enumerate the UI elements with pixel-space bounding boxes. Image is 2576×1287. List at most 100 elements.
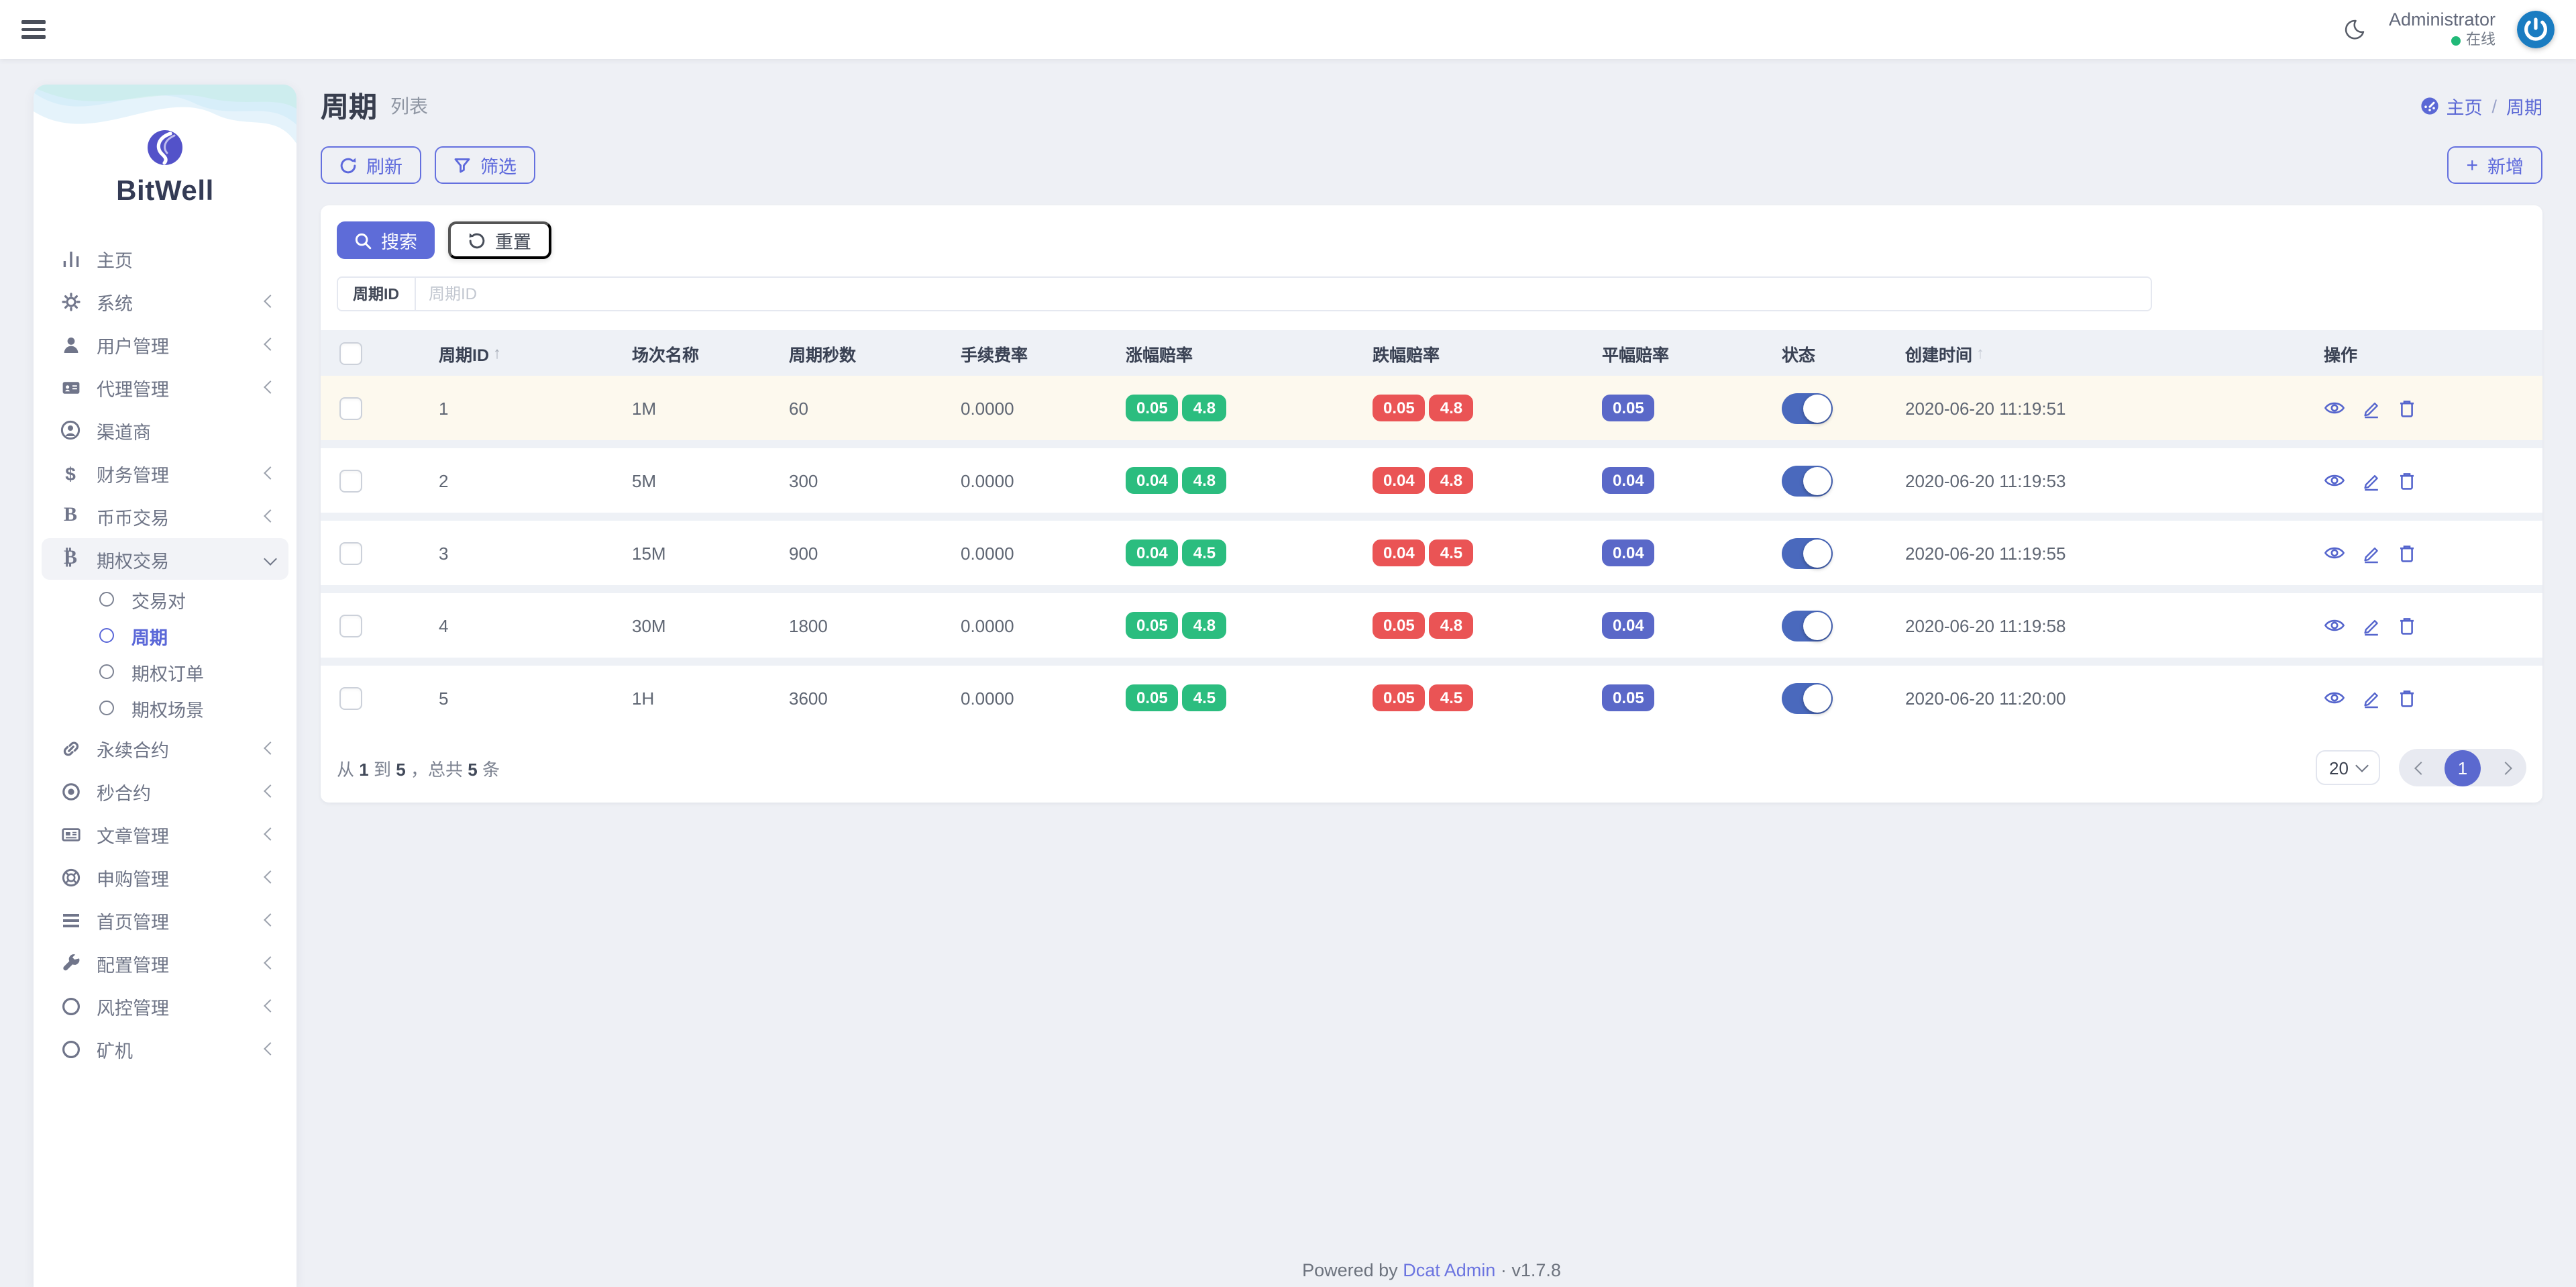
id-card-icon — [59, 378, 82, 397]
flat-odds-badge: 0.05 — [1602, 684, 1655, 711]
filter-label: 周期ID — [338, 278, 415, 310]
up-odds-badge: 4.5 — [1182, 539, 1227, 566]
row-checkbox[interactable] — [339, 469, 362, 492]
down-odds-badge: 4.8 — [1429, 395, 1474, 421]
cell-name: 15M — [632, 543, 666, 563]
row-checkbox[interactable] — [339, 686, 362, 709]
search-button[interactable]: 搜索 — [337, 221, 435, 259]
column-header-status: 状态 — [1782, 346, 1816, 364]
sidebar-item-finance[interactable]: $ 财务管理 — [42, 452, 288, 494]
up-odds-badge: 0.05 — [1126, 684, 1179, 711]
filter-button[interactable]: 筛选 — [435, 146, 535, 184]
down-odds-badge: 0.05 — [1373, 612, 1426, 639]
edit-icon[interactable] — [2361, 688, 2381, 708]
circle-icon — [99, 701, 114, 715]
delete-icon[interactable] — [2398, 543, 2416, 563]
cell-actions — [2324, 687, 2542, 709]
down-odds-badge: 0.05 — [1373, 684, 1426, 711]
view-icon[interactable] — [2324, 397, 2345, 419]
next-page-button[interactable] — [2496, 757, 2517, 778]
sidebar-subitem-period[interactable]: 周期 — [34, 617, 297, 654]
delete-icon[interactable] — [2398, 398, 2416, 418]
decorative-wave — [34, 85, 297, 144]
delete-icon[interactable] — [2398, 688, 2416, 708]
row-checkbox[interactable] — [339, 397, 362, 419]
sidebar-item-users[interactable]: 用户管理 — [42, 323, 288, 365]
dcat-admin-link[interactable]: Dcat Admin — [1403, 1260, 1496, 1280]
search-icon — [355, 232, 372, 249]
cell-seconds: 900 — [789, 543, 818, 563]
edit-icon[interactable] — [2361, 398, 2381, 418]
status-toggle[interactable] — [1782, 537, 1833, 568]
sidebar-item-system[interactable]: 系统 — [42, 280, 288, 322]
sidebar-item-home[interactable]: 主页 — [42, 238, 288, 279]
current-page-button[interactable]: 1 — [2445, 750, 2481, 786]
chevron-left-icon — [264, 784, 277, 798]
sidebar-item-options-trade[interactable]: ₿ 期权交易 — [42, 538, 288, 580]
row-checkbox[interactable] — [339, 614, 362, 637]
sidebar-item-spot-trade[interactable]: B 币币交易 — [42, 495, 288, 537]
sidebar-item-articles[interactable]: 文章管理 — [42, 813, 288, 855]
sidebar-item-miner[interactable]: 矿机 — [42, 1028, 288, 1070]
view-icon[interactable] — [2324, 470, 2345, 491]
status-toggle[interactable] — [1782, 393, 1833, 423]
edit-icon[interactable] — [2361, 615, 2381, 635]
status-toggle[interactable] — [1782, 610, 1833, 641]
sidebar-item-homepage[interactable]: 首页管理 — [42, 899, 288, 941]
cell-created: 2020-06-20 11:19:53 — [1905, 470, 2066, 491]
cell-id: 4 — [439, 615, 449, 635]
select-all-checkbox[interactable] — [339, 342, 362, 364]
reset-button[interactable]: 重置 — [448, 221, 551, 259]
view-icon[interactable] — [2324, 542, 2345, 564]
column-header-created[interactable]: 创建时间 ↑ — [1905, 344, 1985, 364]
sidebar-subitem-trading-pair[interactable]: 交易对 — [34, 581, 297, 617]
user-avatar[interactable] — [2517, 11, 2555, 48]
cell-name: 1M — [632, 398, 657, 418]
status-toggle[interactable] — [1782, 465, 1833, 496]
up-odds-badge: 0.04 — [1126, 539, 1179, 566]
sidebar-item-agents[interactable]: 代理管理 — [42, 366, 288, 408]
page-size-select[interactable]: 20 — [2316, 750, 2380, 785]
brand-logo-icon — [148, 130, 182, 165]
add-button[interactable]: + 新增 — [2447, 146, 2542, 184]
edit-icon[interactable] — [2361, 543, 2381, 563]
view-icon[interactable] — [2324, 687, 2345, 709]
delete-icon[interactable] — [2398, 470, 2416, 491]
toggle-knob — [1803, 684, 1831, 712]
cell-status — [1782, 682, 1905, 713]
down-odds-badge: 4.8 — [1429, 612, 1474, 639]
down-odds-badge: 4.5 — [1429, 539, 1474, 566]
sidebar-item-subscription[interactable]: 申购管理 — [42, 856, 288, 898]
sidebar-item-second-contract[interactable]: 秒合约 — [42, 770, 288, 812]
sidebar-item-risk[interactable]: 风控管理 — [42, 985, 288, 1027]
cell-down-odds: 0.04 4.5 — [1373, 539, 1602, 566]
prev-page-button[interactable] — [2408, 757, 2430, 778]
sidebar-item-config[interactable]: 配置管理 — [42, 942, 288, 984]
chevron-left-icon — [264, 380, 277, 394]
status-toggle[interactable] — [1782, 682, 1833, 713]
breadcrumb-divider: / — [2491, 96, 2497, 116]
cell-created: 2020-06-20 11:19:55 — [1905, 543, 2066, 563]
sidebar-subitem-option-scene[interactable]: 期权场景 — [34, 690, 297, 726]
dashboard-icon — [2421, 97, 2439, 115]
sidebar-subitem-option-orders[interactable]: 期权订单 — [34, 654, 297, 690]
edit-icon[interactable] — [2361, 470, 2381, 491]
chevron-left-icon — [264, 913, 277, 927]
refresh-button[interactable]: 刷新 — [321, 146, 421, 184]
sidebar-item-perpetual[interactable]: 永续合约 — [42, 727, 288, 769]
cell-fee: 0.0000 — [961, 543, 1014, 563]
column-header-id[interactable]: 周期ID ↑ — [439, 344, 502, 364]
sidebar-toggle-icon[interactable] — [21, 20, 46, 39]
down-odds-badge: 0.04 — [1373, 467, 1426, 494]
period-id-input[interactable] — [415, 278, 2151, 310]
row-checkbox[interactable] — [339, 542, 362, 564]
up-odds-badge: 4.8 — [1182, 612, 1227, 639]
view-icon[interactable] — [2324, 615, 2345, 636]
breadcrumb-home[interactable]: 主页 — [2420, 93, 2482, 119]
pagination: 1 — [2399, 749, 2526, 786]
dark-mode-icon[interactable] — [2342, 17, 2367, 42]
cell-id: 3 — [439, 543, 449, 563]
sidebar-item-channel[interactable]: 渠道商 — [42, 409, 288, 451]
chart-bar-icon — [59, 249, 82, 268]
delete-icon[interactable] — [2398, 615, 2416, 635]
